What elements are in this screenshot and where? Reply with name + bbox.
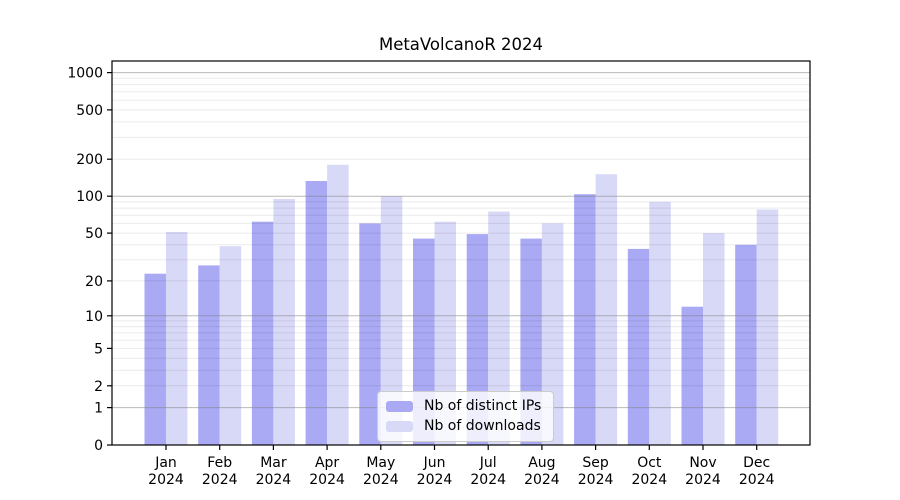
gridlines [112, 72, 810, 409]
x-tick-label-year: 2024 [631, 472, 667, 488]
bar-downloads-jun [434, 221, 456, 445]
legend-swatch-distinct-ips [386, 401, 413, 412]
bar-distinct-ips-feb [198, 265, 220, 445]
legend-swatch-downloads [386, 421, 413, 432]
x-tick-label-month: Dec [743, 455, 770, 471]
x-tick-label-year: 2024 [470, 472, 506, 488]
bar-distinct-ips-oct [627, 248, 650, 445]
y-tick-label: 0 [94, 438, 103, 454]
y-axis: 0 1 2 5 10 20 50 100 200 500 1000 [67, 66, 112, 454]
bar-distinct-ips-sep [574, 194, 596, 445]
x-tick-label-month: Feb [207, 455, 232, 471]
legend: Nb of distinct IPs Nb of downloads [377, 391, 555, 442]
x-tick-label-month: Oct [637, 455, 662, 471]
x-tick-label-month: Jul [479, 455, 497, 471]
bar-downloads-sep [595, 174, 618, 445]
legend-label-downloads: Nb of downloads [424, 418, 541, 434]
y-tick-label: 1000 [67, 66, 103, 82]
bar-downloads-oct [649, 201, 671, 445]
x-tick-label-year: 2024 [309, 472, 345, 488]
x-tick-label-month: Mar [260, 455, 287, 471]
legend-item-downloads: Nb of downloads [386, 418, 541, 435]
x-tick-label-month: May [366, 455, 395, 471]
x-tick-label-year: 2024 [256, 472, 292, 488]
bar-distinct-ips-dec [735, 244, 757, 445]
y-tick-label: 200 [76, 152, 103, 168]
x-tick-label-year: 2024 [202, 472, 238, 488]
x-tick-label-month: Jan [154, 455, 177, 471]
y-tick-label: 20 [85, 274, 103, 290]
x-tick-label-month: Jun [423, 455, 446, 471]
x-tick-label-month: Apr [315, 455, 339, 471]
x-tick-label-year: 2024 [148, 472, 184, 488]
bar-distinct-ips-apr [305, 181, 328, 445]
x-axis: Jan2024Feb2024Mar2024Apr2024May2024Jun20… [148, 445, 775, 488]
bar-downloads-nov [703, 233, 725, 445]
bar-downloads-may [380, 196, 403, 445]
bar-downloads-jul [488, 211, 510, 445]
y-tick-label: 500 [76, 103, 103, 119]
x-tick-label-month: Nov [689, 455, 716, 471]
bar-distinct-ips-nov [681, 306, 703, 445]
bar-distinct-ips-may [359, 223, 381, 445]
y-tick-label: 10 [85, 309, 103, 325]
y-tick-label: 5 [94, 341, 103, 357]
bar-downloads-dec [756, 209, 779, 445]
y-tick-label: 2 [94, 379, 103, 395]
chart-title: MetaVolcanoR 2024 [378, 35, 544, 54]
bar-downloads-mar [273, 199, 295, 445]
legend-item-distinct-ips: Nb of distinct IPs [386, 398, 541, 415]
y-tick-label: 1 [94, 401, 103, 417]
bar-distinct-ips-mar [251, 221, 274, 445]
x-tick-label-year: 2024 [524, 472, 560, 488]
x-tick-label-year: 2024 [363, 472, 399, 488]
bar-distinct-ips-jan [144, 273, 166, 445]
bar-downloads-apr [327, 164, 349, 446]
x-tick-label-year: 2024 [685, 472, 721, 488]
x-tick-label-year: 2024 [739, 472, 775, 488]
bar-downloads-aug [541, 223, 564, 445]
bar-downloads-feb [219, 246, 242, 445]
legend-label-distinct-ips: Nb of distinct IPs [424, 398, 542, 414]
bar-downloads-jan [166, 232, 188, 445]
x-tick-label-month: Aug [528, 455, 555, 471]
x-tick-label-year: 2024 [417, 472, 453, 488]
x-tick-label-month: Sep [582, 455, 609, 471]
y-tick-label: 100 [76, 189, 103, 205]
x-tick-label-year: 2024 [578, 472, 614, 488]
plot-border [111, 60, 811, 446]
y-tick-label: 50 [85, 226, 103, 242]
